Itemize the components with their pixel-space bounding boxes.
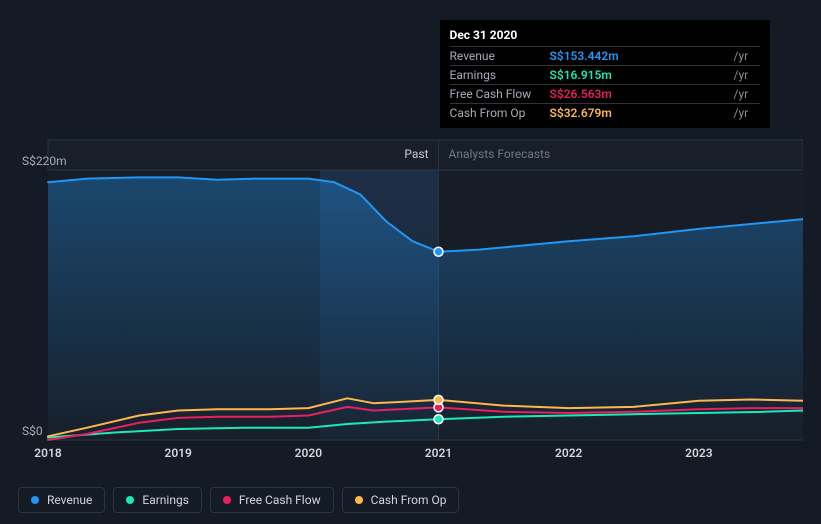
- period-forecast-label: Analysts Forecasts: [439, 147, 803, 161]
- x-tick-label: 2021: [425, 446, 452, 460]
- tooltip-row-unit: /yr: [730, 66, 760, 85]
- legend-dot-icon: [31, 496, 39, 504]
- period-header: Past Analysts Forecasts: [48, 147, 803, 161]
- legend-label: Free Cash Flow: [239, 493, 321, 507]
- tooltip-row-label: Revenue: [450, 47, 550, 66]
- legend-dot-icon: [126, 496, 134, 504]
- tooltip-row-label: Earnings: [450, 66, 550, 85]
- x-tick-label: 2018: [34, 446, 61, 460]
- legend-item[interactable]: Free Cash Flow: [210, 487, 334, 513]
- tooltip-row-label: Cash From Op: [450, 104, 550, 123]
- legend-label: Earnings: [142, 493, 189, 507]
- tooltip-row-value: S$26.563m: [550, 85, 730, 104]
- x-tick-label: 2019: [164, 446, 191, 460]
- chart-legend: Revenue Earnings Free Cash Flow Cash From O…: [18, 487, 459, 513]
- tooltip-row-unit: /yr: [730, 104, 760, 123]
- tooltip-row-value: S$16.915m: [550, 66, 730, 85]
- legend-label: Revenue: [47, 493, 92, 507]
- legend-item[interactable]: Earnings: [113, 487, 202, 513]
- tooltip-row-value: S$32.679m: [550, 104, 730, 123]
- tooltip-row-value: S$153.442m: [550, 47, 730, 66]
- tooltip-row: RevenueS$153.442m/yr: [450, 47, 760, 66]
- tooltip-row-unit: /yr: [730, 47, 760, 66]
- period-past-label: Past: [48, 147, 439, 161]
- tooltip-row-label: Free Cash Flow: [450, 85, 550, 104]
- legend-dot-icon: [355, 496, 363, 504]
- y-tick-label: S$0: [22, 424, 43, 438]
- x-tick-label: 2020: [295, 446, 322, 460]
- x-tick-label: 2022: [555, 446, 582, 460]
- legend-label: Cash From Op: [371, 493, 447, 507]
- chart-tooltip: Dec 31 2020 RevenueS$153.442m/yrEarnings…: [440, 20, 770, 128]
- x-tick-label: 2023: [685, 446, 712, 460]
- tooltip-row-unit: /yr: [730, 85, 760, 104]
- legend-item[interactable]: Revenue: [18, 487, 105, 513]
- legend-dot-icon: [223, 496, 231, 504]
- tooltip-date: Dec 31 2020: [450, 26, 760, 46]
- tooltip-row: EarningsS$16.915m/yr: [450, 66, 760, 85]
- legend-item[interactable]: Cash From Op: [342, 487, 460, 513]
- tooltip-row: Cash From OpS$32.679m/yr: [450, 104, 760, 123]
- tooltip-row: Free Cash FlowS$26.563m/yr: [450, 85, 760, 104]
